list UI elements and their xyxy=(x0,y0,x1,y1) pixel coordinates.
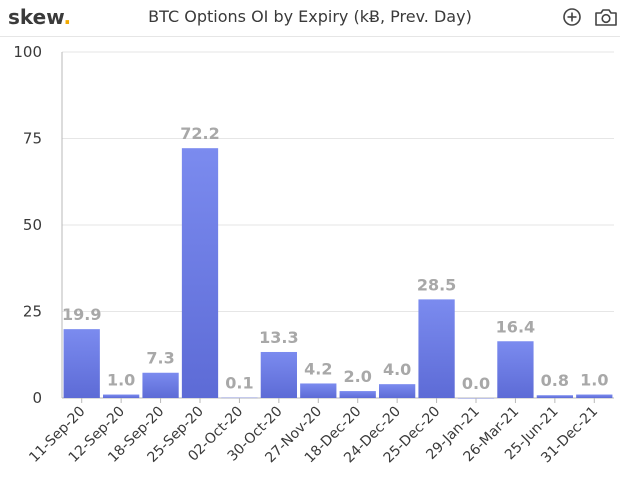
bar[interactable] xyxy=(142,372,179,398)
skew-logo: skew. xyxy=(8,5,71,29)
bar[interactable] xyxy=(300,383,337,398)
data-label: 72.2 xyxy=(180,124,219,143)
bar[interactable] xyxy=(379,384,416,398)
data-label: 0.0 xyxy=(462,374,490,393)
data-labels: 19.9 1.0 7.3 72.2 0.1 13.3 4.2 2.0 4.0 28.5 0.0 16.… xyxy=(62,124,608,393)
y-tick-label: 0 xyxy=(32,389,42,407)
data-label: 28.5 xyxy=(417,275,456,294)
bar[interactable] xyxy=(339,391,376,398)
y-tick-label: 75 xyxy=(23,130,42,148)
camera-icon[interactable] xyxy=(594,6,617,28)
bar[interactable] xyxy=(260,351,297,398)
bar[interactable] xyxy=(103,394,140,398)
y-tick-label: 50 xyxy=(23,216,42,234)
bars xyxy=(63,148,613,399)
bar[interactable] xyxy=(418,299,455,398)
data-label: 16.4 xyxy=(496,317,535,336)
logo-text: skew xyxy=(8,5,64,29)
bar[interactable] xyxy=(536,395,573,398)
bar[interactable] xyxy=(181,148,219,398)
data-label: 4.2 xyxy=(304,359,332,378)
logo-dot: . xyxy=(63,5,72,29)
data-label: 2.0 xyxy=(344,367,372,386)
x-axis-ticks: 11-Sep-2012-Sep-2018-Sep-2025-Sep-2002-O… xyxy=(26,398,601,466)
y-tick-label: 25 xyxy=(23,303,42,321)
bar[interactable] xyxy=(63,329,100,398)
y-axis-ticks: 0 25 50 75 100 xyxy=(13,43,42,407)
data-label: 13.3 xyxy=(259,328,298,347)
data-label: 7.3 xyxy=(146,349,174,368)
data-label: 4.0 xyxy=(383,360,411,379)
data-label: 1.0 xyxy=(580,371,608,390)
data-label: 0.1 xyxy=(225,374,253,393)
data-label: 19.9 xyxy=(62,305,101,324)
bar[interactable] xyxy=(497,341,534,398)
zoom-in-icon[interactable] xyxy=(561,6,583,28)
data-label: 0.8 xyxy=(541,371,569,390)
bar[interactable] xyxy=(576,394,613,398)
chart-header: skew. BTC Options OI by Expiry (kɃ, Prev… xyxy=(0,0,620,37)
chart-title: BTC Options OI by Expiry (kɃ, Prev. Day) xyxy=(148,7,472,26)
y-tick-label: 100 xyxy=(13,43,42,61)
data-label: 1.0 xyxy=(107,371,135,390)
